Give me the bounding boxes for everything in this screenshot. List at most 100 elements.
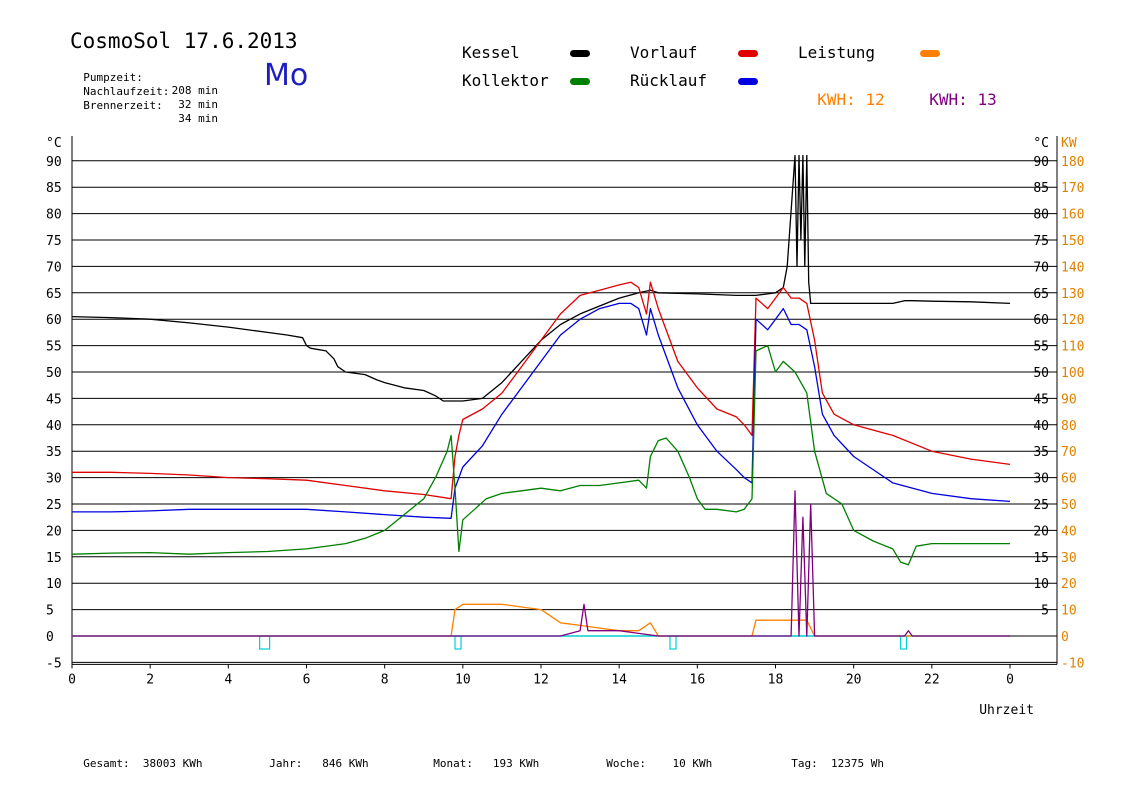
y-right-tick-label: 30 xyxy=(1033,472,1049,487)
legend-kwh-1: KWH: 12 xyxy=(798,71,885,109)
gesamt-value: 38003 KWh xyxy=(142,757,203,770)
y-left-tick-label: 20 xyxy=(46,524,62,539)
legend-kwh-2: KWH: 13 xyxy=(910,71,997,109)
y-right-kw-tick-label: 150 xyxy=(1061,234,1084,249)
gesamt-label: Gesamt: xyxy=(83,757,130,770)
weekday-label: Mo xyxy=(264,58,309,93)
y-right-kw-tick-label: 40 xyxy=(1061,524,1077,539)
x-tick-label: 10 xyxy=(455,672,471,687)
legend-kwh-1-label: KWH: xyxy=(817,90,856,109)
legend-ruecklauf: Rücklauf xyxy=(630,71,708,90)
y-left-tick-label: 85 xyxy=(46,181,62,196)
y-right-tick-label: 10 xyxy=(1033,577,1049,592)
chart-grid xyxy=(72,160,1057,663)
legend-kwh-1-value: 12 xyxy=(865,90,885,109)
y-right-tick-label: 90 xyxy=(1033,155,1049,170)
legend-vorlauf: Vorlauf xyxy=(630,43,698,62)
legend-kessel-swatch xyxy=(570,50,590,57)
y-right-tick-label: 55 xyxy=(1033,340,1049,355)
legend-kwh-2-label: KWH: xyxy=(929,90,968,109)
legend-vorlauf-swatch xyxy=(738,50,758,57)
y-right-kw-tick-label: 50 xyxy=(1061,498,1077,513)
y-right-kw-tick-label: 90 xyxy=(1061,392,1077,407)
y-right-tick-label: 15 xyxy=(1033,551,1049,566)
jahr-value: 846 KWh xyxy=(322,757,369,770)
y-right-kw-tick-label: -10 xyxy=(1061,656,1084,671)
y-left-tick-label: 35 xyxy=(46,445,62,460)
legend-leistung-swatch xyxy=(920,50,940,57)
x-tick-label: 6 xyxy=(303,672,311,687)
legend-leistung: Leistung xyxy=(798,43,876,62)
x-tick-label: 20 xyxy=(846,672,862,687)
y-right-kw-tick-label: 170 xyxy=(1061,181,1084,196)
series-line-kollektor xyxy=(71,344,1010,566)
y-left-tick-label: 5 xyxy=(46,604,54,619)
footer-jahr: Jahr: 846 KWh xyxy=(256,744,369,770)
x-tick-label: 4 xyxy=(224,672,232,687)
x-tick-label: 0 xyxy=(1006,672,1014,687)
x-tick-label: 14 xyxy=(611,672,627,687)
jahr-label: Jahr: xyxy=(269,757,303,770)
y-right-kw-tick-label: 100 xyxy=(1061,366,1084,381)
y-left-tick-label: 50 xyxy=(46,366,62,381)
legend-kessel: Kessel xyxy=(462,43,520,62)
y-right-kw-tick-label: 160 xyxy=(1061,208,1084,223)
woche-value: 10 KWh xyxy=(672,757,713,770)
y-left-tick-label: 75 xyxy=(46,234,62,249)
monat-label: Monat: xyxy=(433,757,473,770)
y-right-kw-tick-label: 0 xyxy=(1061,630,1069,645)
y-left-tick-label: -5 xyxy=(46,656,62,671)
tag-label: Tag: xyxy=(791,757,818,770)
legend-kollektor: Kollektor xyxy=(462,71,549,90)
y-right-kw-tick-label: 140 xyxy=(1061,260,1084,275)
y-right-tick-label: 60 xyxy=(1033,313,1049,328)
footer-tag: Tag: 12375 Wh xyxy=(778,744,884,770)
series-line-kwh-13 xyxy=(72,490,1010,637)
chart-title: CosmoSol 17.6.2013 xyxy=(70,29,298,53)
legend-kwh-2-value: 13 xyxy=(977,90,997,109)
y-right-kw-tick-label: 180 xyxy=(1061,155,1084,170)
nachlaufzeit-stat: Nachlaufzeit: 32 min xyxy=(70,72,218,111)
y-right-tick-label: 25 xyxy=(1033,498,1049,513)
baseline-marker xyxy=(454,635,462,650)
x-tick-label: 8 xyxy=(381,672,389,687)
y-right-tick-label: 65 xyxy=(1033,287,1049,302)
y-left-tick-label: 10 xyxy=(46,577,62,592)
y-left-tick-label: 70 xyxy=(46,260,62,275)
y-right-tick-label: 50 xyxy=(1033,366,1049,381)
y-right-tick-label: 70 xyxy=(1033,260,1049,275)
y-right-tick-label: 20 xyxy=(1033,524,1049,539)
y-left-tick-label: 40 xyxy=(46,419,62,434)
baseline-marker xyxy=(259,635,271,650)
x-tick-label: 12 xyxy=(533,672,549,687)
series-line-r-cklauf xyxy=(72,302,1011,519)
y-left-tick-label: 65 xyxy=(46,287,62,302)
tag-value: 12375 Wh xyxy=(831,757,884,770)
chart-axes xyxy=(71,136,1058,669)
y-left-tick-label: 45 xyxy=(46,392,62,407)
nachlaufzeit-label: Nachlaufzeit: xyxy=(83,85,170,98)
y-right-kw-tick-label: 80 xyxy=(1061,419,1077,434)
x-tick-label: 16 xyxy=(690,672,706,687)
y-right-kw-tick-label: 130 xyxy=(1061,287,1084,302)
x-tick-label: 0 xyxy=(68,672,76,687)
footer-woche: Woche: 10 KWh xyxy=(593,744,712,770)
baseline-marker xyxy=(899,635,908,650)
y-left-tick-label: 25 xyxy=(46,498,62,513)
y-right-kw-tick-label: 120 xyxy=(1061,313,1084,328)
series-line-kessel xyxy=(71,154,1011,402)
y-right-tick-label: 85 xyxy=(1033,181,1049,196)
y-right-kw-tick-label: 20 xyxy=(1061,577,1077,592)
woche-label: Woche: xyxy=(606,757,646,770)
y-right-tick-label: 45 xyxy=(1033,392,1049,407)
pumpzeit-value: 208 min xyxy=(171,84,218,97)
brennerzeit-label: Brennerzeit: xyxy=(83,99,163,112)
y-right-kw-tick-label: 60 xyxy=(1061,472,1077,487)
y-right-tick-label: 5 xyxy=(1041,604,1049,619)
monat-value: 193 KWh xyxy=(492,757,540,770)
y-left-tick-label: 80 xyxy=(46,208,62,223)
baseline-marker xyxy=(669,635,677,650)
y-left-tick-label: 55 xyxy=(46,340,62,355)
x-axis-label: Uhrzeit xyxy=(979,703,1034,718)
